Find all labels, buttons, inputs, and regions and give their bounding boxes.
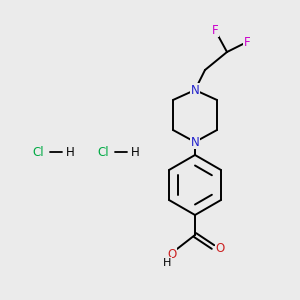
Text: H: H	[163, 258, 171, 268]
Text: O: O	[215, 242, 225, 256]
Text: O: O	[167, 248, 177, 260]
Text: H: H	[130, 146, 140, 158]
Text: Cl: Cl	[32, 146, 44, 158]
Text: Cl: Cl	[97, 146, 109, 158]
Text: F: F	[244, 35, 250, 49]
Text: H: H	[66, 146, 74, 158]
Text: N: N	[190, 83, 200, 97]
Text: N: N	[190, 136, 200, 148]
Text: F: F	[212, 23, 218, 37]
